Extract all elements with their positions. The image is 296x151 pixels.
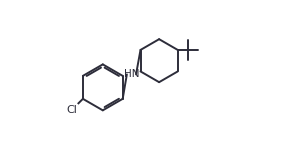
Text: Cl: Cl bbox=[66, 105, 77, 115]
Text: HN: HN bbox=[124, 69, 139, 79]
